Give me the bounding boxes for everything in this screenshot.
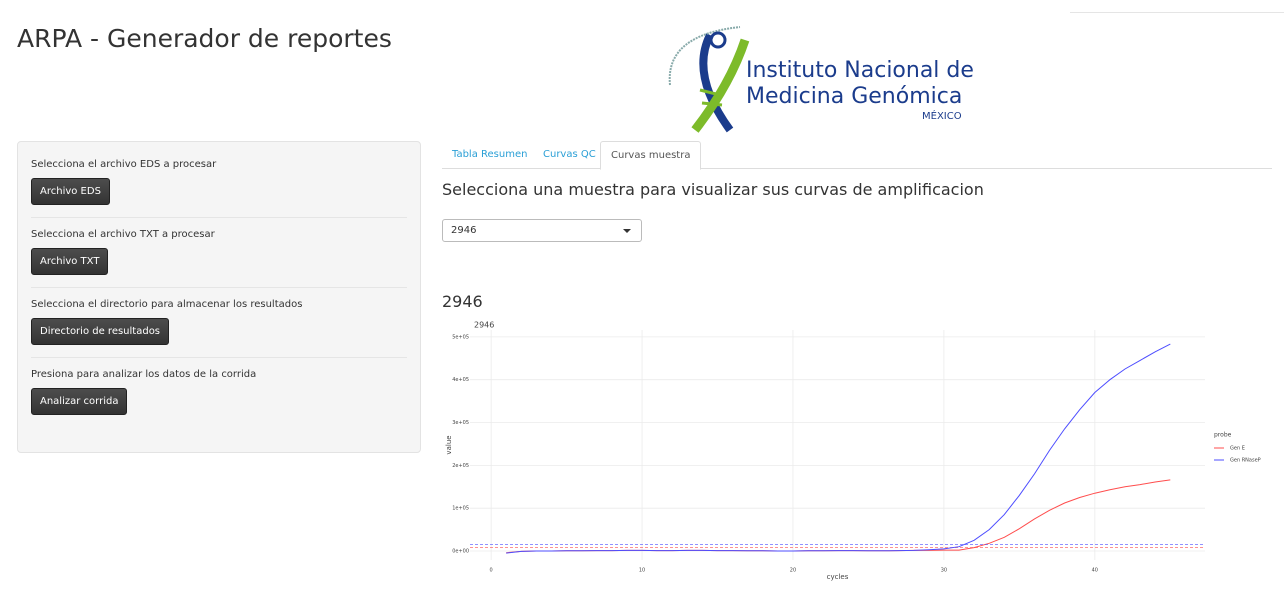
select-value: 2946 xyxy=(451,225,477,236)
x-tick-label: 10 xyxy=(639,568,645,574)
series-line xyxy=(506,343,1171,554)
sidebar: Selecciona el archivo EDS a procesar Arch… xyxy=(17,141,421,453)
y-tick-label: 4e+05 xyxy=(452,377,469,383)
action-button[interactable]: Directorio de resultados xyxy=(31,318,170,345)
caret xyxy=(623,229,631,233)
sidebar-item: Selecciona el archivo EDS a procesar Arch… xyxy=(31,159,407,205)
field-label: Selecciona el archivo EDS a procesar xyxy=(31,159,217,170)
field-label: Selecciona el directorio para almacenar … xyxy=(31,299,303,310)
tab[interactable]: Curvas muestra xyxy=(600,141,702,170)
x-tick-label: 20 xyxy=(790,568,796,574)
action-button[interactable]: Archivo TXT xyxy=(31,248,109,275)
y-tick-label: 1e+05 xyxy=(452,506,469,512)
legend-title: probe xyxy=(1214,432,1232,439)
action-button[interactable]: Archivo EDS xyxy=(31,178,110,205)
y-tick-label: 5e+05 xyxy=(452,334,469,340)
x-tick-label: 40 xyxy=(1092,568,1098,574)
chart-title: 2946 xyxy=(474,321,494,330)
sidebar-item: Selecciona el archivo TXT a procesar Arch… xyxy=(31,229,407,275)
field-label: Selecciona el archivo TXT a procesar xyxy=(31,229,215,240)
legend-label: Gen RNaseP xyxy=(1230,458,1261,464)
section-heading: Selecciona una muestra para visualizar s… xyxy=(442,180,984,199)
logo: Instituto Nacional de Medicina Genómica … xyxy=(668,26,974,133)
y-tick-label: 3e+05 xyxy=(452,420,469,426)
separator xyxy=(31,357,407,358)
tab[interactable]: Curvas QC xyxy=(543,149,596,160)
separator xyxy=(31,217,407,218)
separator xyxy=(31,287,407,288)
logo-line: MÉXICO xyxy=(922,109,962,122)
y-tick-label: 2e+05 xyxy=(452,463,469,469)
field-label: Presiona para analizar los datos de la c… xyxy=(31,369,257,380)
sidebar-item: Selecciona el directorio para almacenar … xyxy=(31,299,407,345)
tabs: Tabla Resumen Curvas QC Curvas muestra xyxy=(442,141,1272,170)
chart: 2946 cycles value 0e+00 1e+05 2e+05 3e+05 4e+05… xyxy=(445,321,1261,582)
tab[interactable]: Tabla Resumen xyxy=(452,149,528,160)
x-tick-label: 0 xyxy=(490,568,493,574)
legend-label: Gen E xyxy=(1230,446,1245,452)
x-axis-label: cycles xyxy=(827,573,849,581)
logo-line: Instituto Nacional de xyxy=(746,58,974,83)
sidebar-item: Presiona para analizar los datos de la c… xyxy=(31,369,407,415)
action-button[interactable]: Analizar corrida xyxy=(31,388,128,415)
sample-select[interactable]: 2946 xyxy=(442,219,642,242)
y-tick-label: 0e+00 xyxy=(452,549,469,555)
app-title: ARPA - Generador de reportes xyxy=(17,24,392,53)
y-axis-label: value xyxy=(445,435,453,454)
x-tick-label: 30 xyxy=(941,568,947,574)
plot-heading: 2946 xyxy=(442,292,483,311)
top-rule xyxy=(1070,12,1284,13)
series-line xyxy=(506,479,1171,554)
logo-line: Medicina Genómica xyxy=(746,84,962,109)
